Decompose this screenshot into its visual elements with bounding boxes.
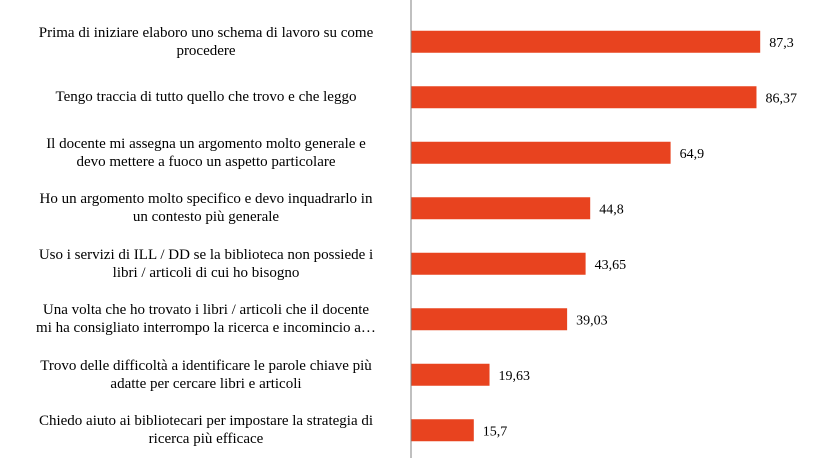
category-label-3: Il docente mi assegna un argomento molto…	[46, 135, 366, 170]
bar-6	[411, 308, 568, 331]
value-label-5: 43,65	[595, 258, 627, 273]
category-label-5: Uso i servizi di ILL / DD se la bibliote…	[38, 246, 374, 281]
category-label-4: Ho un argomento molto specifico e devo i…	[39, 191, 373, 226]
category-label-1: Prima di iniziare elaboro uno schema di …	[38, 24, 374, 59]
bar-2	[411, 86, 757, 109]
bar-5	[411, 252, 586, 275]
value-label-7: 19,63	[499, 369, 531, 384]
bar-1	[411, 30, 761, 53]
value-labels-group: 87,3 86,37 64,9 44,8 43,65 39,03 19,63 15,7	[483, 36, 797, 440]
value-label-1: 87,3	[769, 36, 794, 51]
category-label-2: Tengo traccia di tutto quello che trovo …	[55, 89, 357, 106]
bars-group	[411, 30, 761, 442]
category-label-6: Una volta che ho trovato i libri / artic…	[36, 302, 376, 337]
bar-3	[411, 141, 671, 164]
value-label-4: 44,8	[599, 202, 624, 217]
bar-4	[411, 197, 591, 220]
value-label-2: 86,37	[765, 91, 797, 106]
value-label-3: 64,9	[680, 147, 705, 162]
value-label-8: 15,7	[483, 424, 508, 439]
bar-8	[411, 419, 474, 442]
value-label-6: 39,03	[576, 313, 608, 328]
bar-7	[411, 363, 490, 386]
category-label-7: Trovo delle difficoltà a identificare le…	[40, 357, 372, 392]
category-label-8: Chiedo aiuto ai bibliotecari per imposta…	[38, 413, 374, 448]
